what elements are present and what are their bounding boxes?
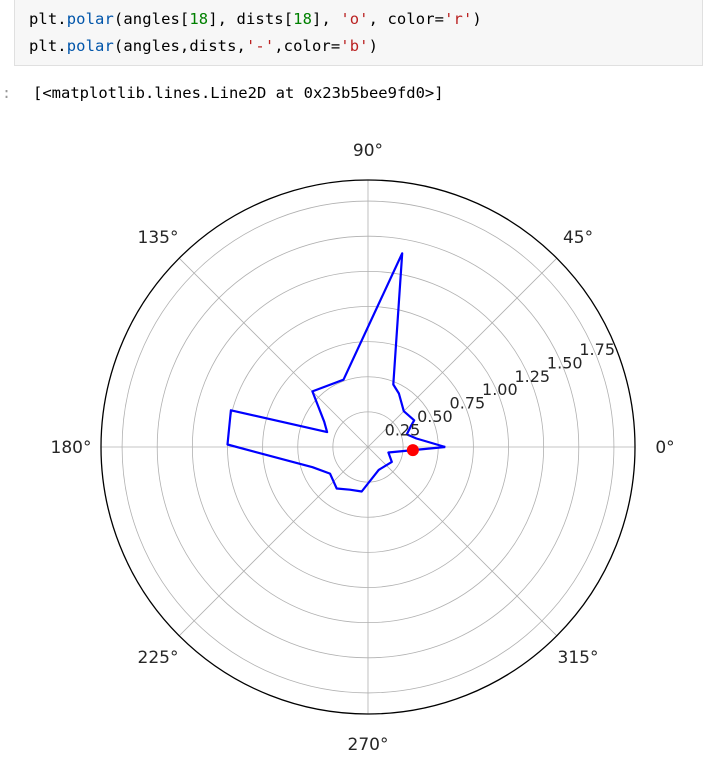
theta-tick-label: 135°	[138, 228, 179, 248]
grid-spoke	[367, 446, 558, 637]
r-tick-label: 1.50	[547, 353, 583, 372]
code-line-1: plt.polar(angles[18], dists[18], 'o', co…	[29, 10, 482, 28]
polar-chart: 0° 45° 90° 135° 180° 225° 270° 315° 0.250.500.75…	[51, 141, 675, 755]
r-tick-label: 1.75	[579, 340, 615, 359]
theta-tick-label: 315°	[558, 648, 599, 668]
r-tick-label: 1.25	[514, 367, 550, 386]
theta-tick-label: 90°	[353, 141, 383, 161]
polar-frame	[100, 179, 636, 715]
output-prompt: :	[2, 84, 12, 102]
theta-tick-label: 225°	[138, 648, 179, 668]
output-text: [<matplotlib.lines.Line2D at 0x23b5bee9f…	[33, 84, 444, 102]
grid-spoke	[178, 446, 369, 637]
data-layer	[226, 252, 446, 493]
theta-tick-label: 45°	[563, 228, 593, 248]
grid-spoke	[367, 257, 558, 448]
series-line	[226, 252, 446, 493]
grid-spoke	[178, 257, 369, 448]
code-cell[interactable]: plt.polar(angles[18], dists[18], 'o', co…	[14, 0, 703, 66]
label-layer: 0° 45° 90° 135° 180° 225° 270° 315° 0.250.500.75…	[51, 141, 675, 755]
code-line-2: plt.polar(angles,dists,'-',color='b')	[29, 37, 379, 55]
theta-tick-label: 180°	[51, 438, 92, 458]
series-marker	[406, 444, 419, 457]
theta-tick-label: 270°	[348, 735, 389, 755]
grid-layer	[100, 179, 636, 715]
r-tick-label: 0.25	[385, 421, 421, 440]
r-tick-label: 1.00	[482, 380, 518, 399]
r-tick-label: 0.75	[450, 394, 486, 413]
r-tick-label: 0.50	[417, 407, 453, 426]
theta-tick-label: 0°	[655, 438, 674, 458]
